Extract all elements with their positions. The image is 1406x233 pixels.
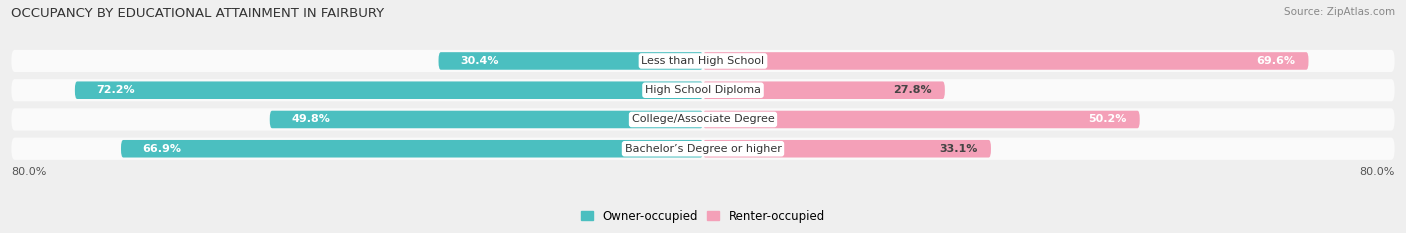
Text: 69.6%: 69.6% [1257, 56, 1295, 66]
FancyBboxPatch shape [439, 52, 703, 70]
Text: Bachelor’s Degree or higher: Bachelor’s Degree or higher [624, 144, 782, 154]
Text: 80.0%: 80.0% [11, 167, 46, 177]
Text: 33.1%: 33.1% [939, 144, 979, 154]
FancyBboxPatch shape [121, 140, 703, 158]
Text: 27.8%: 27.8% [893, 85, 932, 95]
FancyBboxPatch shape [11, 79, 1395, 101]
FancyBboxPatch shape [703, 140, 991, 158]
Text: 49.8%: 49.8% [291, 114, 330, 124]
FancyBboxPatch shape [703, 111, 1140, 128]
Text: High School Diploma: High School Diploma [645, 85, 761, 95]
FancyBboxPatch shape [703, 82, 945, 99]
Text: College/Associate Degree: College/Associate Degree [631, 114, 775, 124]
Legend: Owner-occupied, Renter-occupied: Owner-occupied, Renter-occupied [576, 205, 830, 227]
Text: 66.9%: 66.9% [143, 144, 181, 154]
FancyBboxPatch shape [11, 50, 1395, 72]
FancyBboxPatch shape [11, 138, 1395, 160]
FancyBboxPatch shape [75, 82, 703, 99]
FancyBboxPatch shape [703, 52, 1309, 70]
Text: 50.2%: 50.2% [1088, 114, 1126, 124]
FancyBboxPatch shape [11, 108, 1395, 131]
Text: 72.2%: 72.2% [97, 85, 135, 95]
Text: Source: ZipAtlas.com: Source: ZipAtlas.com [1284, 7, 1395, 17]
Text: OCCUPANCY BY EDUCATIONAL ATTAINMENT IN FAIRBURY: OCCUPANCY BY EDUCATIONAL ATTAINMENT IN F… [11, 7, 384, 20]
Text: 80.0%: 80.0% [1360, 167, 1395, 177]
Text: 30.4%: 30.4% [460, 56, 499, 66]
FancyBboxPatch shape [270, 111, 703, 128]
Text: Less than High School: Less than High School [641, 56, 765, 66]
